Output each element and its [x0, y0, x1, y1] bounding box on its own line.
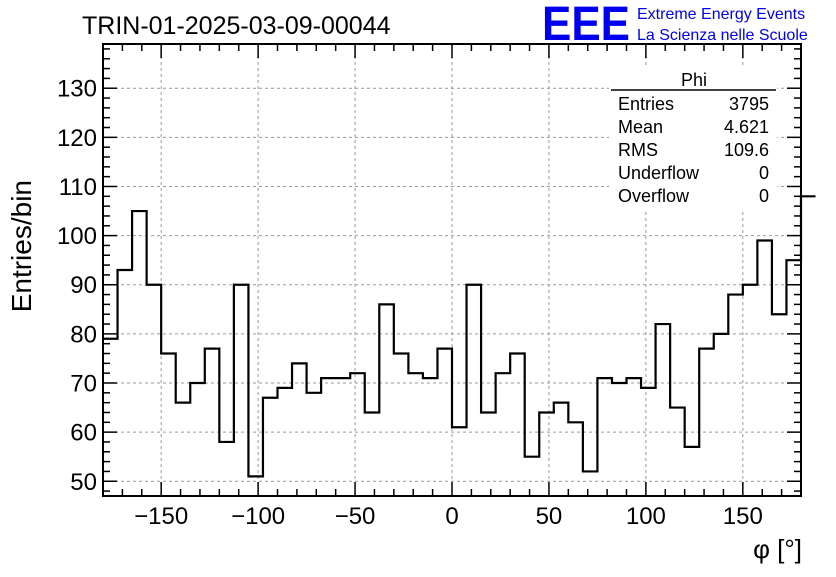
y-tick-label: 70 — [70, 371, 97, 398]
stats-row-value: 0 — [759, 186, 769, 206]
y-axis-label: Entries/bin — [6, 180, 37, 312]
logo-line2: La Scienza nelle Scuole — [637, 27, 808, 44]
x-tick-label: 50 — [536, 503, 563, 530]
chart-title: TRIN-01-2025-03-09-00044 — [82, 12, 391, 40]
x-axis-label: φ [°] — [753, 534, 802, 564]
logo-mark: EEE — [542, 0, 630, 51]
stats-row-value: 0 — [759, 163, 769, 183]
logo-line1: Extreme Energy Events — [637, 6, 805, 23]
y-tick-label: 110 — [59, 174, 97, 201]
stats-row-label: RMS — [618, 140, 658, 160]
y-tick-label: 120 — [57, 125, 97, 152]
y-tick-label: 90 — [70, 272, 97, 299]
stats-box-background — [609, 68, 777, 210]
axis-ticks — [102, 44, 802, 496]
x-tick-label: −150 — [134, 503, 188, 530]
y-tick-label: 60 — [70, 420, 97, 447]
x-tick-labels: −150 −100 −50 0 50 100 150 — [134, 503, 763, 530]
y-tick-labels: 50 60 70 80 90 100 110 120 130 — [57, 76, 97, 496]
y-tick-label: 50 — [70, 469, 97, 496]
stats-row-label: Mean — [618, 117, 663, 137]
stats-box: Phi Entries 3795 Mean 4.621 RMS 109.6 Underflo… — [609, 68, 777, 210]
stats-row-label: Entries — [618, 94, 674, 114]
x-tick-label: −50 — [335, 503, 376, 530]
eee-logo: EEE Extreme Energy Events La Scienza nel… — [542, 0, 808, 51]
histogram-line — [103, 195, 816, 478]
stats-row-value: 3795 — [729, 94, 769, 114]
x-tick-label: 100 — [626, 503, 666, 530]
y-tick-label: 80 — [70, 321, 97, 348]
stats-box-title: Phi — [681, 70, 707, 90]
x-tick-label: 150 — [723, 503, 763, 530]
stats-rows: Entries 3795 Mean 4.621 RMS 109.6 Underflow 0 Ov… — [618, 94, 769, 206]
stats-row-value: 109.6 — [724, 140, 769, 160]
stats-row-label: Overflow — [618, 186, 690, 206]
stats-row-value: 4.621 — [724, 117, 769, 137]
y-tick-label: 100 — [57, 223, 97, 250]
y-tick-label: 130 — [57, 76, 97, 103]
x-tick-label: 0 — [445, 503, 458, 530]
stats-row-label: Underflow — [618, 163, 700, 183]
plot-frame — [102, 43, 802, 497]
x-tick-label: −100 — [231, 503, 285, 530]
